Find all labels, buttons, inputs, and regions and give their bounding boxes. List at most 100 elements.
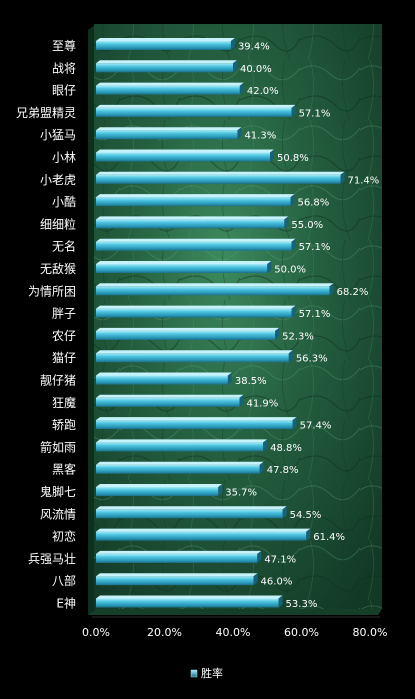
category-label: 小猛马 — [40, 128, 76, 142]
bar-end-face — [218, 484, 223, 496]
bar — [96, 305, 296, 318]
bar-front-face — [96, 308, 292, 318]
category-label: 战将 — [52, 61, 76, 75]
data-label: 40.0% — [240, 64, 272, 75]
bar-front-face — [96, 598, 279, 608]
bar-front-face — [96, 531, 307, 541]
bar-end-face — [259, 461, 264, 474]
bar-front-face — [96, 420, 293, 430]
data-label: 68.2% — [337, 287, 369, 298]
bar-top-face — [96, 82, 244, 86]
bar — [96, 350, 293, 363]
bar-top-face — [96, 573, 258, 577]
category-label: 为情所困 — [28, 284, 76, 298]
bar — [96, 104, 296, 117]
bar-end-face — [306, 528, 311, 541]
bar-front-face — [96, 509, 283, 519]
data-label: 52.3% — [282, 331, 314, 342]
bar-end-face — [257, 550, 262, 563]
category-label: 兄弟盟精灵 — [16, 106, 76, 120]
bar-end-face — [288, 350, 293, 363]
bar-end-face — [239, 82, 244, 95]
bar-top-face — [96, 238, 296, 242]
x-tick-label: 60.0% — [284, 626, 319, 639]
x-tick-label: 40.0% — [216, 626, 251, 639]
bar-top-face — [96, 283, 334, 287]
data-label: 48.8% — [270, 443, 302, 454]
bar-front-face — [96, 130, 238, 140]
category-label: 无名 — [52, 239, 76, 254]
category-label: 风流情 — [40, 507, 76, 521]
data-label: 47.1% — [264, 554, 296, 565]
bar-top-face — [96, 127, 242, 131]
data-label: 61.4% — [313, 532, 345, 543]
category-label: 至尊 — [52, 38, 76, 53]
bar — [96, 506, 287, 519]
data-label: 57.1% — [299, 108, 331, 119]
data-label: 57.4% — [300, 421, 332, 432]
bar-top-face — [96, 350, 293, 354]
bar-end-face — [284, 216, 289, 229]
data-label: 56.8% — [298, 198, 330, 209]
category-label: 小老虎 — [40, 173, 76, 187]
category-label: 靓仔猪 — [40, 374, 76, 388]
category-label: 无敌猴 — [40, 261, 76, 276]
bar-front-face — [96, 464, 260, 474]
data-label: 53.3% — [286, 599, 318, 610]
bar-top-face — [96, 104, 296, 108]
category-labels: 至尊战将眼仔兄弟盟精灵小猛马小林小老虎小酷细细粒无名无敌猴为情所困胖子农仔猫仔靓… — [16, 38, 76, 611]
category-label: 狂魔 — [52, 395, 76, 410]
bar-top-face — [96, 327, 280, 331]
bar-end-face — [263, 439, 268, 452]
bar — [96, 238, 296, 251]
bar-front-face — [96, 41, 231, 50]
bar-top-face — [96, 595, 283, 599]
bar-top-face — [96, 194, 295, 198]
bar-end-face — [282, 506, 287, 519]
bar-end-face — [291, 305, 296, 318]
bar-end-face — [269, 149, 274, 162]
bar-front-face — [96, 286, 330, 296]
bar-front-face — [96, 375, 228, 385]
bar — [96, 171, 345, 184]
bar-top-face — [96, 261, 272, 264]
bar-top-face — [96, 528, 311, 532]
bar-top-face — [96, 149, 274, 153]
bar-front-face — [96, 487, 219, 496]
category-label: 眼仔 — [52, 84, 76, 98]
data-label: 41.9% — [247, 398, 279, 409]
category-label: E神 — [56, 597, 76, 611]
bar — [96, 573, 258, 586]
bar — [96, 417, 297, 430]
bar — [96, 194, 295, 207]
bar-top-face — [96, 305, 296, 309]
bar-top-face — [96, 372, 232, 376]
data-label: 38.5% — [235, 376, 267, 387]
category-label: 兵强马壮 — [28, 552, 76, 566]
bar — [96, 550, 262, 563]
legend-label: 胜率 — [201, 666, 223, 680]
bar-end-face — [230, 38, 235, 50]
x-axis-ticks: 0.0% 20.0% 40.0% 60.0% 80.0% — [82, 626, 387, 639]
legend-swatch — [190, 669, 198, 678]
bar-front-face — [96, 330, 276, 340]
legend: 胜率 — [190, 666, 223, 680]
data-label: 46.0% — [261, 577, 293, 588]
bar-front-face — [96, 442, 264, 452]
plot-floor — [88, 609, 382, 615]
data-label: 39.4% — [238, 42, 270, 53]
bar-top-face — [96, 38, 235, 41]
category-label: 鬼脚七 — [40, 484, 76, 499]
bar-front-face — [96, 553, 258, 563]
data-labels: 39.4% 40.0% 42.0% 57.1% 41.3%50.8% 71.4% 56.8%… — [225, 42, 379, 611]
bar-top-face — [96, 550, 262, 554]
bar-end-face — [291, 238, 296, 251]
bar-front-face — [96, 219, 285, 229]
bar-top-face — [96, 506, 287, 510]
bar — [96, 595, 283, 608]
bar-top-face — [96, 394, 244, 398]
data-label: 47.8% — [267, 465, 299, 476]
bar — [96, 149, 274, 162]
bar-end-face — [290, 194, 295, 207]
category-label: 小酷 — [52, 195, 76, 209]
